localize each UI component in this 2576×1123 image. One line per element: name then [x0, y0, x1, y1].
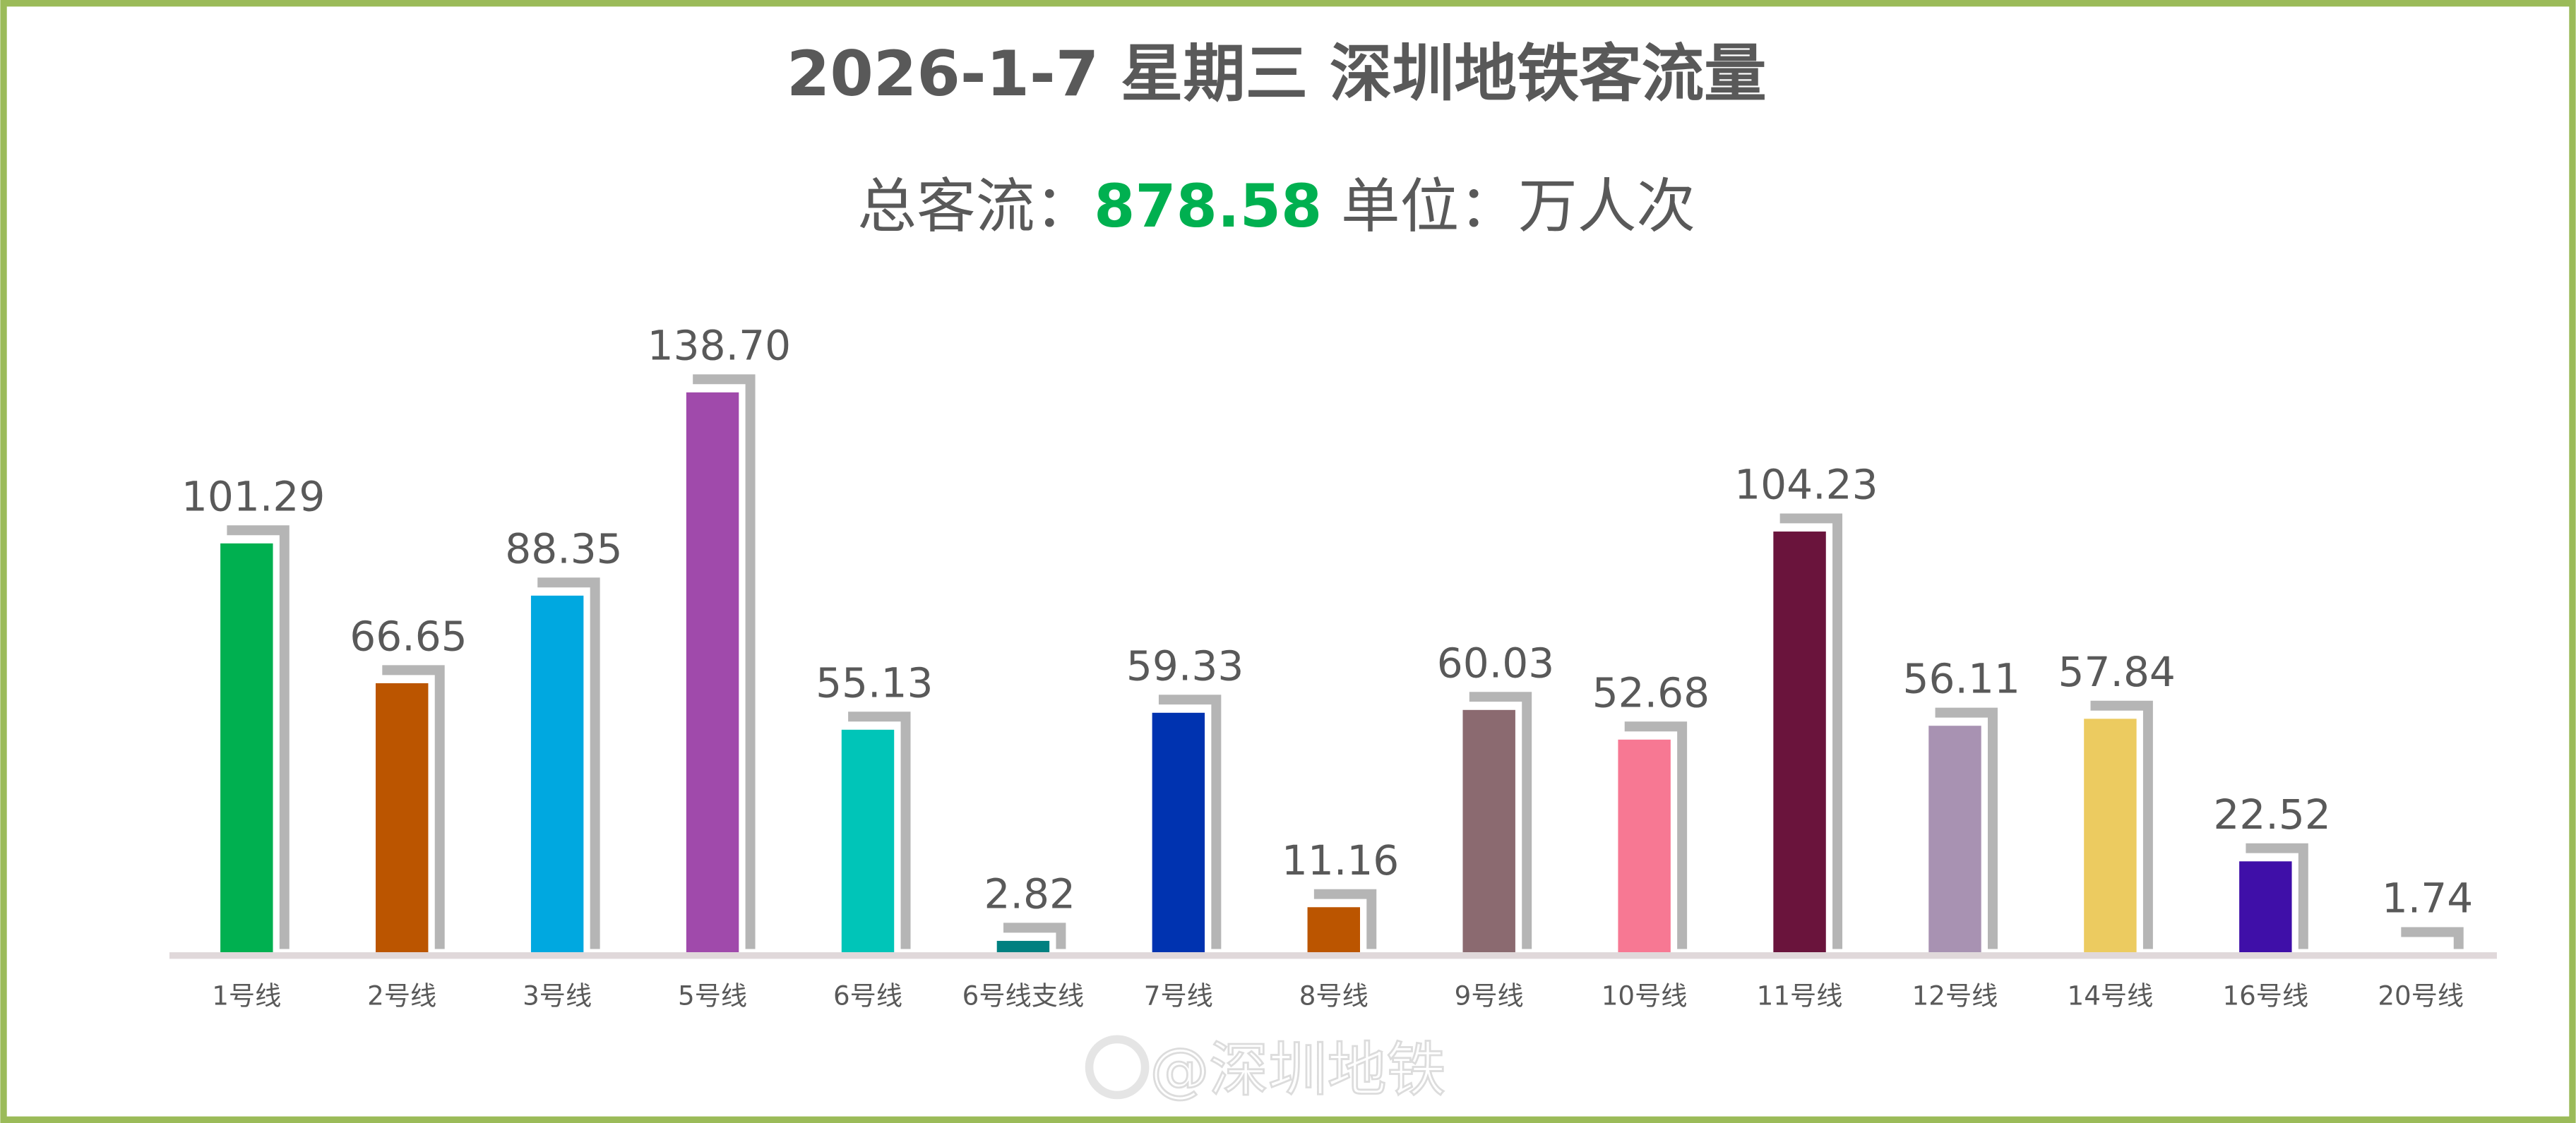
bar-shadow	[2246, 843, 2308, 949]
bar-shadow	[1469, 692, 1532, 949]
category-label: 11号线	[1757, 980, 1843, 1011]
weibo-logo-icon	[1085, 1035, 1150, 1100]
value-label: 60.03	[1437, 639, 1554, 687]
value-label: 52.68	[1592, 668, 1710, 716]
value-label: 59.33	[1126, 642, 1244, 690]
value-label: 104.23	[1734, 461, 1878, 509]
value-label: 22.52	[2213, 791, 2330, 839]
category-label: 7号线	[1144, 980, 1213, 1011]
category-label: 12号线	[1912, 980, 1998, 1011]
bar-shadow	[1003, 923, 1066, 949]
bar	[2239, 861, 2292, 953]
bar-shadow	[2090, 700, 2153, 949]
category-label: 2号线	[367, 980, 436, 1011]
subtitle-suffix: 单位：万人次	[1322, 172, 1695, 241]
value-label: 55.13	[816, 659, 933, 707]
category-label: 6号线	[833, 980, 902, 1011]
bar-shadow	[2401, 927, 2464, 949]
bar	[2084, 719, 2137, 953]
bar	[1618, 739, 1671, 953]
category-label: 20号线	[2378, 980, 2464, 1011]
value-label: 57.84	[2058, 648, 2175, 696]
value-label: 138.70	[648, 321, 791, 369]
category-label: 6号线支线	[962, 980, 1084, 1011]
value-label: 56.11	[1903, 655, 2020, 703]
bar	[220, 543, 273, 953]
bar-shadow	[382, 665, 445, 949]
category-label: 14号线	[2068, 980, 2154, 1011]
bar	[1462, 709, 1515, 953]
value-label: 2.82	[984, 870, 1075, 918]
value-label: 88.35	[505, 524, 622, 572]
bar	[1928, 726, 1981, 953]
bar	[1307, 907, 1360, 953]
watermark: @深圳地铁	[1085, 1034, 1447, 1105]
bar	[841, 729, 895, 953]
bar-shadow	[1779, 513, 1843, 949]
category-label: 16号线	[2222, 980, 2308, 1011]
bars-group: 101.29 1号线 66.65 2号线 88.35 3号线 138.70 5号线 55.13 6…	[181, 321, 2473, 1011]
value-label: 1.74	[2382, 875, 2473, 923]
bar-shadow	[1313, 889, 1377, 949]
bar-shadow	[693, 374, 756, 949]
bar	[686, 392, 739, 953]
x-axis-line	[169, 952, 2497, 959]
watermark-text: @深圳地铁	[1150, 1035, 1446, 1104]
bar	[1773, 532, 1826, 953]
bar-shadow	[1158, 695, 1222, 949]
category-label: 1号线	[212, 980, 281, 1011]
bar-shadow	[227, 525, 290, 949]
bar-shadow	[1624, 721, 1688, 949]
value-label: 11.16	[1282, 836, 1399, 884]
subtitle-prefix: 总客流：	[857, 172, 1094, 241]
chart-title: 2026-1-7 星期三 深圳地铁客流量	[787, 37, 1767, 110]
category-label: 8号线	[1299, 980, 1368, 1011]
bar-shadow	[537, 577, 600, 949]
bar	[376, 683, 429, 953]
value-label: 101.29	[181, 472, 325, 520]
chart-subtitle: 总客流：878.58 单位：万人次	[857, 172, 1695, 241]
category-label: 10号线	[1602, 980, 1688, 1011]
total-value: 878.58	[1094, 172, 1322, 241]
category-label: 5号线	[678, 980, 747, 1011]
value-label: 66.65	[350, 612, 467, 660]
category-label: 3号线	[523, 980, 592, 1011]
bar	[996, 940, 1050, 953]
bar-shadow	[848, 711, 911, 949]
bar	[1152, 712, 1205, 953]
bar-shadow	[1935, 707, 1998, 949]
category-label: 9号线	[1455, 980, 1524, 1011]
bar	[530, 595, 584, 953]
